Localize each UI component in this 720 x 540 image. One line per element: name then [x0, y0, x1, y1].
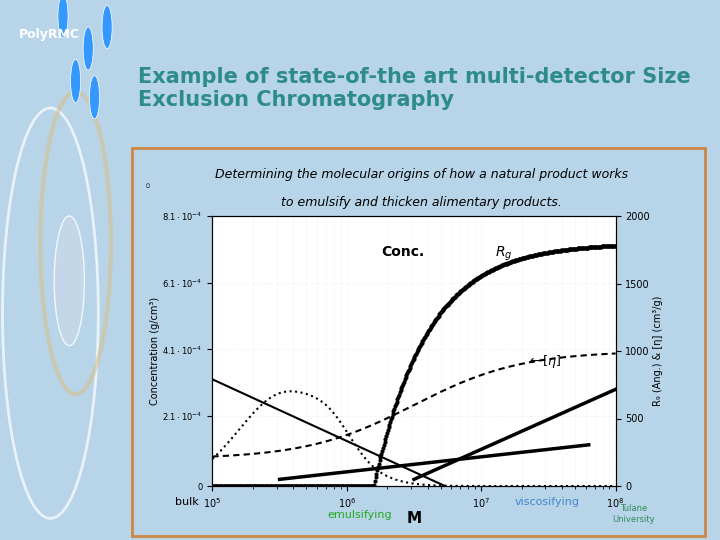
Y-axis label: Concentration (g/cm³): Concentration (g/cm³): [150, 297, 160, 405]
Text: Conc.: Conc.: [382, 246, 425, 260]
Text: viscosifying: viscosifying: [515, 497, 580, 507]
Circle shape: [71, 59, 81, 103]
Text: Tulane
University: Tulane University: [612, 504, 655, 524]
Text: to emulsify and thicken alimentary products.: to emulsify and thicken alimentary produ…: [281, 197, 562, 210]
Text: Determining the molecular origins of how a natural product works: Determining the molecular origins of how…: [215, 168, 628, 181]
Circle shape: [84, 27, 94, 70]
Circle shape: [89, 76, 99, 119]
Circle shape: [54, 216, 84, 346]
Text: Example of state-of-the art multi-detector Size
Exclusion Chromatography: Example of state-of-the art multi-detect…: [138, 67, 690, 110]
Text: emulsifying: emulsifying: [328, 510, 392, 521]
Circle shape: [102, 5, 112, 49]
Circle shape: [58, 0, 68, 38]
X-axis label: M: M: [406, 511, 422, 526]
Text: $R_g$: $R_g$: [495, 245, 512, 263]
Text: $\leftarrow[\eta]$: $\leftarrow[\eta]$: [527, 353, 561, 369]
Y-axis label: R₉ (Ang.) & [η] (cm³/g): R₉ (Ang.) & [η] (cm³/g): [653, 296, 662, 406]
Text: ◦: ◦: [144, 180, 152, 194]
Text: PolyRMC: PolyRMC: [19, 28, 80, 41]
Text: bulk: bulk: [176, 497, 199, 507]
Text: Analyzed gum arabic SEC data: Analyzed gum arabic SEC data: [325, 237, 518, 249]
